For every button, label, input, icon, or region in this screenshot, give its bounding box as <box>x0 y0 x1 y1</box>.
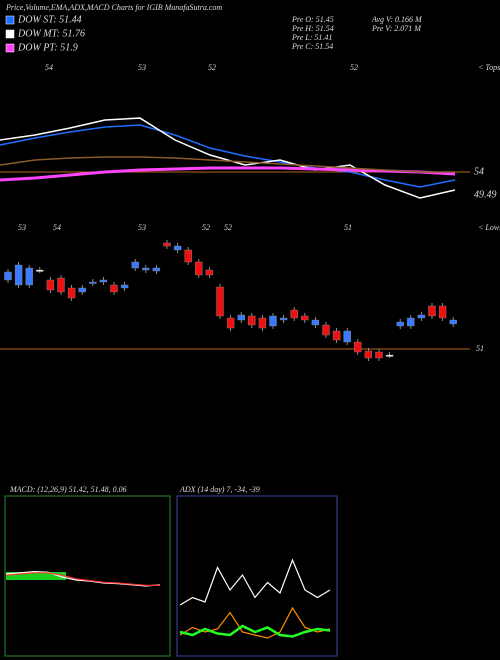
macd-histogram <box>6 572 66 580</box>
top-label: < Tops <box>478 63 500 72</box>
candle-body <box>311 319 320 326</box>
top-label: 53 <box>138 63 146 72</box>
candle-body <box>322 324 330 336</box>
level-label: 49.49 <box>474 189 497 200</box>
candle-body <box>449 319 457 325</box>
info-text: Pre V: 2.071 M <box>371 24 422 33</box>
top-label: 52 <box>208 63 216 72</box>
candle-body <box>99 279 108 283</box>
candle-body <box>142 267 150 271</box>
candle-body <box>407 317 415 327</box>
candle-body <box>375 351 383 359</box>
candle-body <box>396 321 404 327</box>
macd-title: MACD: (12,26,9) 51.42, 51.48, 0.06 <box>9 485 127 494</box>
low-label: 52 <box>224 223 232 232</box>
candle-body <box>279 317 288 321</box>
candle-body <box>364 350 373 359</box>
adx-panel <box>176 495 338 657</box>
ema-line <box>0 166 456 182</box>
info-text: Pre O: 51.45 <box>291 15 334 24</box>
info-text: Pre H: 51.54 <box>291 24 334 33</box>
info-text: Pre C: 51.54 <box>291 42 333 51</box>
legend-label: DOW PT: 51.9 <box>17 42 78 53</box>
candle-body <box>131 261 139 269</box>
candle-body <box>290 309 298 319</box>
low-label: 52 <box>202 223 210 232</box>
candle-body <box>301 315 309 321</box>
chart-title: Price,Volume,EMA,ADX,MACD Charts for IGI… <box>5 3 222 12</box>
candle-body <box>237 314 245 321</box>
candle-body <box>25 267 33 286</box>
candle-body <box>205 269 214 276</box>
candle-body <box>438 305 447 319</box>
candle-body <box>343 330 351 343</box>
info-text: Pre L: 51.41 <box>291 33 332 42</box>
ema-line <box>0 156 455 173</box>
candle-body <box>120 284 129 289</box>
candle-body <box>216 286 224 317</box>
candle-body <box>258 317 267 329</box>
legend-label: DOW MT: 51.76 <box>17 28 85 39</box>
candle-body <box>195 261 203 276</box>
candle-body <box>67 287 76 299</box>
price-level-label: 51 <box>476 344 484 353</box>
adx-line <box>179 624 331 638</box>
candle-body <box>173 245 182 251</box>
info-text: Avg V: 0.166 M <box>371 15 423 24</box>
candle-body <box>4 271 12 281</box>
adx-line <box>179 606 331 639</box>
adx-title: ADX (14 day) 7, -34, -39 <box>179 485 260 494</box>
low-label: 54 <box>53 223 61 232</box>
legend-swatch <box>5 15 15 25</box>
macd-panel <box>4 495 171 657</box>
candle-body <box>46 279 55 291</box>
adx-line <box>179 558 331 606</box>
candle-body <box>354 341 362 353</box>
low-label: 51 <box>344 223 352 232</box>
candle-body <box>163 242 171 247</box>
top-label: 54 <box>45 63 53 72</box>
low-label: 53 <box>138 223 146 232</box>
candle-body <box>226 317 235 329</box>
candle-body <box>417 314 426 319</box>
candle-body <box>14 264 23 286</box>
candle-body <box>269 315 277 327</box>
candle-body <box>110 284 118 293</box>
candle-body <box>36 269 44 272</box>
candle-body <box>385 354 394 357</box>
legend-label: DOW ST: 51.44 <box>17 14 82 25</box>
level-label: 54 <box>474 166 484 177</box>
top-label: 52 <box>350 63 358 72</box>
candle-body <box>248 315 256 326</box>
legend-swatch <box>5 43 15 53</box>
candle-body <box>332 330 341 341</box>
candle-body <box>428 305 436 317</box>
candle-body <box>89 281 97 284</box>
macd-line <box>5 572 160 587</box>
candle-body <box>184 249 192 263</box>
low-label: 53 <box>18 223 26 232</box>
candle-body <box>152 267 161 272</box>
candle-body <box>57 277 65 293</box>
candle-body <box>78 287 86 293</box>
ema-line <box>0 117 456 199</box>
ema-line <box>0 124 456 188</box>
low-label: < Lows <box>478 223 500 232</box>
legend-swatch <box>5 29 15 39</box>
